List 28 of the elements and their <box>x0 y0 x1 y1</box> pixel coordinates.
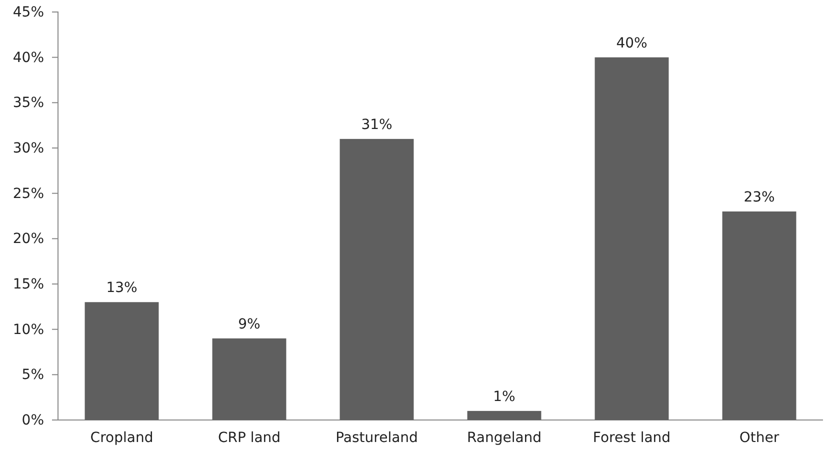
bar <box>594 57 669 420</box>
data-label: 31% <box>361 116 392 133</box>
bar <box>467 410 542 420</box>
data-label: 13% <box>106 280 138 296</box>
x-tick-label: Pastureland <box>336 430 418 446</box>
bar <box>722 211 796 420</box>
y-tick-label: 45% <box>12 4 44 20</box>
y-tick-label: 40% <box>12 50 44 66</box>
y-tick-label: 20% <box>12 231 44 248</box>
x-tick-label: Rangeland <box>466 430 542 446</box>
y-tick-label: 10% <box>12 322 44 338</box>
data-label: 9% <box>238 316 260 332</box>
x-tick-label: Other <box>739 430 780 446</box>
bar <box>212 338 286 420</box>
x-tick-label: Forest land <box>592 430 671 446</box>
bar <box>340 138 414 420</box>
data-label: 1% <box>493 388 516 405</box>
y-tick-label: 30% <box>12 140 44 156</box>
x-tick-label: CRP land <box>218 430 281 446</box>
y-tick-label: 15% <box>12 276 44 292</box>
bar <box>84 302 159 420</box>
data-label: 23% <box>744 189 775 206</box>
y-tick-label: 35% <box>12 95 44 112</box>
data-label: 40% <box>616 35 648 52</box>
y-tick-label: 25% <box>12 186 44 202</box>
y-tick-label: 0% <box>22 412 44 428</box>
x-tick-label: Cropland <box>90 430 154 446</box>
y-tick-label: 5% <box>22 367 44 384</box>
